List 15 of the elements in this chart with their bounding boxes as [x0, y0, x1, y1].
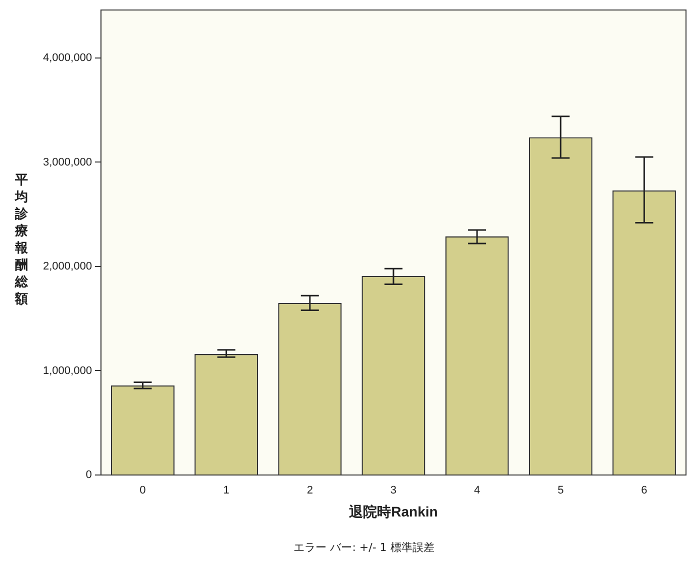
- y-tick-label: 0: [86, 469, 92, 482]
- x-tick-label: 1: [223, 484, 230, 497]
- y-tick-label: 4,000,000: [43, 52, 92, 64]
- x-tick-label: 6: [641, 484, 648, 497]
- y-tick-label: 3,000,000: [43, 156, 92, 168]
- y-axis-title: 平均診療報酬総額: [14, 172, 29, 308]
- x-tick-label: 5: [558, 484, 564, 497]
- x-tick-label: 0: [140, 484, 146, 497]
- x-axis-title: 退院時Rankin: [348, 503, 438, 520]
- text: エラー バー: +/- 1 標準誤差: [292, 540, 436, 555]
- y-tick-label: 1,000,000: [43, 364, 92, 377]
- x-tick-label: 4: [474, 484, 480, 497]
- y-tick-label: 2,000,000: [43, 260, 92, 273]
- x-tick-label: 3: [390, 484, 397, 497]
- x-tick-label: 2: [306, 484, 313, 497]
